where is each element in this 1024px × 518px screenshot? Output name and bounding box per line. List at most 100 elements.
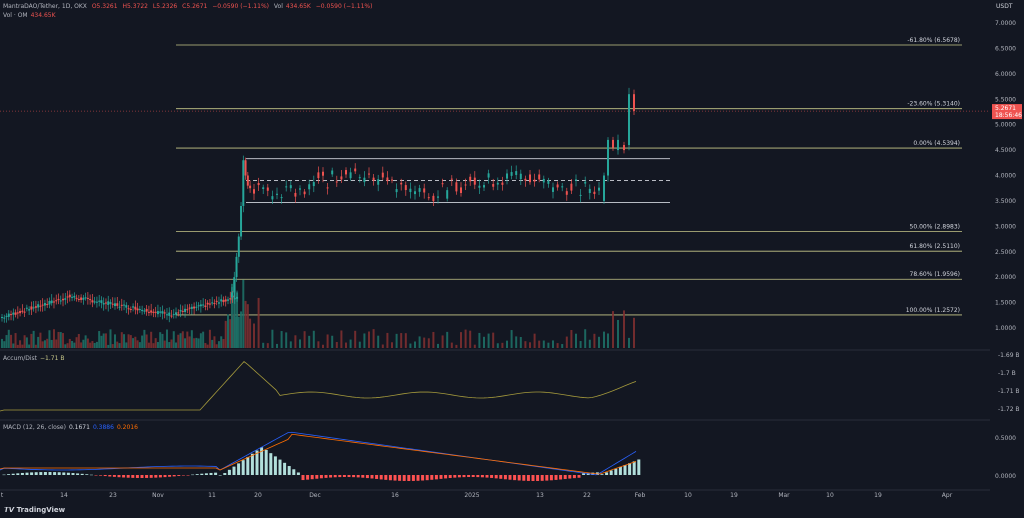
volume-bar	[358, 341, 361, 348]
time-tick-label: 16	[391, 492, 399, 499]
volume-bar	[492, 332, 495, 348]
time-axis[interactable]: t 14 23 Nov 11 20 Dec 16 2025 13 22 Feb 10 19 Mar 10 19 A…	[1, 492, 953, 499]
macd-histogram-bar	[425, 475, 429, 481]
candle-body	[464, 184, 467, 186]
macd-histogram-bar	[361, 475, 365, 478]
volume-bar	[473, 344, 476, 348]
macd-histogram-bar	[388, 475, 392, 481]
candle-body	[331, 170, 334, 175]
volume-bar	[478, 332, 481, 348]
volume-bar	[217, 341, 220, 348]
candle-body	[68, 294, 71, 298]
volume-bar	[593, 333, 596, 348]
volume-bar	[446, 331, 449, 348]
candle-body	[506, 173, 508, 179]
vol-change: −0.0590 (−1.11%)	[315, 3, 373, 10]
candle-body	[322, 171, 324, 176]
candle-body	[565, 191, 568, 195]
accum-label[interactable]: Accum/Dist	[3, 355, 38, 362]
volume-bar	[55, 339, 58, 348]
candle-body	[89, 299, 92, 301]
macd-histogram-bar	[444, 475, 448, 479]
candle-body	[86, 297, 89, 299]
macd-histogram-bar	[66, 472, 70, 475]
price-tick-label: 2.0000	[995, 274, 1016, 281]
candle-body	[437, 196, 439, 198]
volume-bar	[501, 342, 504, 348]
macd-histogram-bar	[237, 463, 241, 475]
volume-bar	[441, 335, 444, 348]
volume-bar	[227, 314, 229, 348]
candle-body	[487, 173, 490, 178]
price-axis[interactable]: 7.0000 6.5000 6.0000 5.5000 5.0000 4.5000 4.00…	[992, 20, 1022, 480]
symbol-name[interactable]: MantraDAO/Tether, 1D, OKX	[3, 3, 87, 10]
time-tick-label: 19	[730, 492, 738, 499]
candle-body	[154, 311, 157, 313]
candle-body	[193, 306, 196, 309]
candle-body	[91, 300, 94, 303]
macd-histogram-bar	[545, 475, 549, 481]
volume-bar	[249, 318, 252, 348]
candle-body	[308, 184, 311, 190]
volume-bar	[529, 342, 531, 348]
candle-body	[469, 176, 472, 182]
volume-bar	[386, 332, 389, 348]
volume-bar	[134, 336, 137, 348]
candle-body	[57, 298, 60, 300]
macd-histogram-bar	[209, 472, 213, 475]
volume-bar	[483, 336, 485, 348]
candle-body	[143, 310, 146, 312]
volume-bar	[165, 329, 168, 348]
candle-body	[633, 94, 635, 111]
volume-bar	[588, 339, 591, 348]
macd-histogram-bar	[628, 463, 632, 475]
candle-body	[23, 311, 26, 313]
volume-bar	[220, 336, 223, 348]
volume-bar	[233, 282, 236, 348]
candle-body	[235, 256, 238, 278]
macd-histogram-bar	[430, 475, 434, 480]
macd-histogram-bar	[43, 472, 47, 475]
volume-bar	[262, 342, 265, 348]
volume-bar	[633, 317, 635, 348]
volume-bar	[432, 331, 435, 348]
candle-body	[266, 187, 269, 191]
volume-bar	[515, 336, 518, 348]
volume-label[interactable]: Vol · OM	[3, 12, 28, 19]
candle-body	[95, 301, 98, 303]
macd-histogram-bar	[572, 475, 576, 479]
volume-bar	[3, 341, 6, 348]
macd-histogram-bar	[76, 473, 80, 475]
macd-histogram-bar	[292, 469, 296, 475]
volume-bar	[107, 344, 110, 348]
volume-bar	[127, 334, 130, 348]
volume-bar	[372, 329, 375, 348]
currency-label[interactable]: USDT	[996, 3, 1013, 10]
volume-legend-value: 434.65K	[30, 12, 56, 19]
volume-bar	[43, 340, 46, 348]
candle-body	[134, 306, 137, 310]
candle-body	[208, 303, 211, 305]
macd-histogram-bar	[457, 475, 461, 478]
candle-body	[237, 236, 240, 257]
candle-body	[30, 306, 33, 310]
candle-body	[542, 178, 545, 183]
candle-body	[1, 316, 3, 318]
volume-bar	[331, 335, 334, 348]
macd-histogram-bar	[163, 475, 167, 478]
macd-label[interactable]: MACD (12, 26, close)	[3, 424, 66, 431]
macd-histogram-bar	[200, 473, 204, 475]
time-tick-label: Dec	[309, 492, 321, 499]
macd-histogram-bar	[568, 475, 572, 479]
volume-bar	[418, 336, 421, 348]
candle-body	[607, 139, 609, 176]
time-tick-label: 23	[109, 492, 117, 499]
candle-body	[233, 297, 236, 300]
macd-histogram-bar	[287, 466, 291, 475]
countdown-label: 18:56:46	[995, 112, 1022, 119]
macd-histogram-bar	[232, 466, 236, 475]
candle-body	[552, 187, 554, 192]
candle-body	[211, 302, 214, 304]
macd-histogram-bar	[181, 475, 185, 476]
